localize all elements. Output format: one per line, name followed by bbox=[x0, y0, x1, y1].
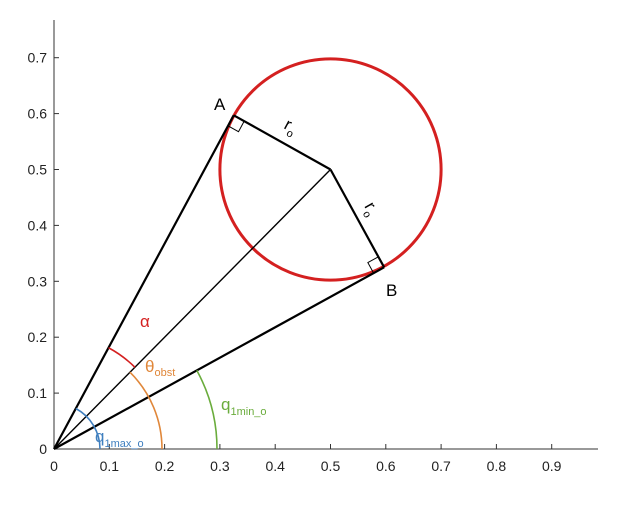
alpha-label: α bbox=[140, 312, 150, 331]
x-tick-label: 0.5 bbox=[321, 458, 341, 474]
svg-text:ro: ro bbox=[357, 199, 383, 221]
y-tick-label: 0 bbox=[39, 441, 47, 457]
y-tick-label: 0.3 bbox=[28, 273, 48, 289]
right-angle-marker-B bbox=[367, 256, 379, 274]
x-tick-label: 0.8 bbox=[487, 458, 507, 474]
radius-label-1: ro bbox=[279, 115, 300, 141]
y-tick-label: 0.7 bbox=[28, 50, 48, 66]
y-tick-label: 0.2 bbox=[28, 329, 48, 345]
radius-label-2: ro bbox=[357, 199, 383, 221]
q1min-label: q1min_o bbox=[221, 395, 267, 418]
q1max-label: q1max_o bbox=[95, 427, 144, 450]
x-tick-label: 0.9 bbox=[542, 458, 562, 474]
obstacle-circle bbox=[218, 57, 443, 282]
x-tick-label: 0.7 bbox=[431, 458, 451, 474]
line-origin-to-A bbox=[53, 114, 235, 450]
line-origin-to-B bbox=[53, 266, 385, 450]
theta-obst-label: θobst bbox=[145, 357, 175, 379]
y-tick-label: 0.6 bbox=[28, 106, 48, 122]
radius-line-B bbox=[329, 168, 386, 268]
point-B-label: B bbox=[386, 281, 397, 300]
radius-line-A bbox=[233, 114, 332, 171]
x-tick-label: 0.1 bbox=[100, 458, 120, 474]
x-tick-label: 0.2 bbox=[155, 458, 175, 474]
q1max-arc bbox=[75, 407, 101, 450]
line-origin-to-center bbox=[53, 169, 331, 450]
svg-text:ro: ro bbox=[279, 115, 300, 141]
y-tick-label: 0.5 bbox=[28, 162, 48, 178]
x-tick-label: 0.6 bbox=[376, 458, 396, 474]
y-tick-label: 0.1 bbox=[28, 385, 48, 401]
x-tick-label: 0.3 bbox=[210, 458, 230, 474]
theta-obst-arc bbox=[129, 371, 163, 450]
alpha-arc bbox=[108, 347, 136, 368]
y-tick-label: 0.4 bbox=[28, 217, 48, 233]
x-tick-label: 0 bbox=[50, 458, 58, 474]
point-A-label: A bbox=[214, 95, 226, 114]
right-angle-marker-A bbox=[227, 120, 245, 133]
x-tick-label: 0.4 bbox=[265, 458, 285, 474]
q1min-arc bbox=[196, 370, 218, 450]
axis-ticks: 0 0.1 0.2 0.3 0.4 0.5 0.6 0.7 0.8 0.9 0 0.1 0.2 0.3 0.… bbox=[28, 50, 562, 474]
